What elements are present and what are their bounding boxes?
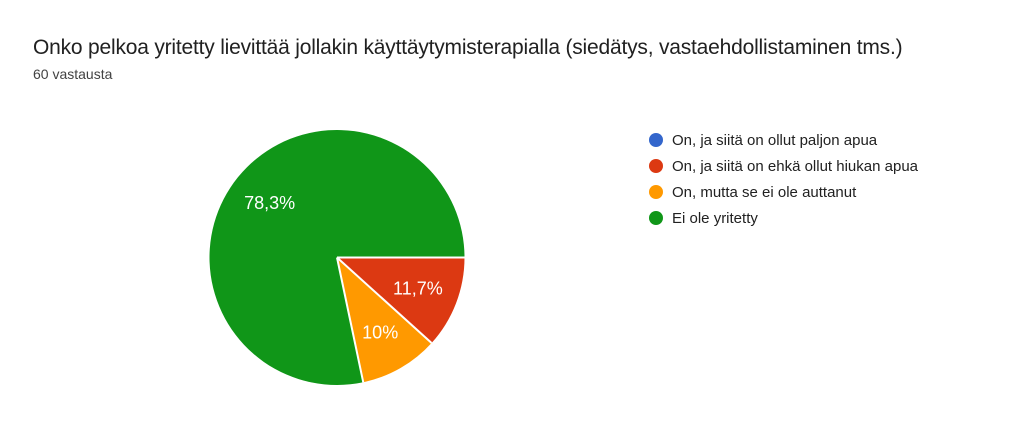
legend-color-dot [649,211,663,225]
legend-item-label: On, ja siitä on ollut paljon apua [672,131,878,149]
legend-color-dot [649,185,663,199]
legend-item-label: On, mutta se ei ole auttanut [672,183,857,201]
legend-color-dot [649,133,663,147]
legend-item-1: On, ja siitä on ehkä ollut hiukan apua [649,153,918,179]
response-count: 60 vastausta [33,66,113,82]
legend-item-3: Ei ole yritetty [649,205,918,231]
pie-slice-2 [337,257,432,383]
pie-slice-percent-label: 10% [362,323,398,343]
legend-item-label: Ei ole yritetty [672,209,758,227]
slice-separator [336,257,365,383]
question-title: Onko pelkoa yritetty lievittää jollakin … [33,36,903,59]
legend-item-label: On, ja siitä on ehkä ollut hiukan apua [672,157,918,175]
legend-color-dot [649,159,663,173]
legend-item-2: On, mutta se ei ole auttanut [649,179,918,205]
slice-separator [336,256,433,344]
pie-slice-percent-label: 78,3% [244,193,295,213]
chart-legend: On, ja siitä on ollut paljon apua On, ja … [649,127,918,231]
pie-slice-1 [337,257,465,344]
legend-item-0: On, ja siitä on ollut paljon apua [649,127,918,153]
pie-slice-percent-label: 11,7% [393,279,443,299]
